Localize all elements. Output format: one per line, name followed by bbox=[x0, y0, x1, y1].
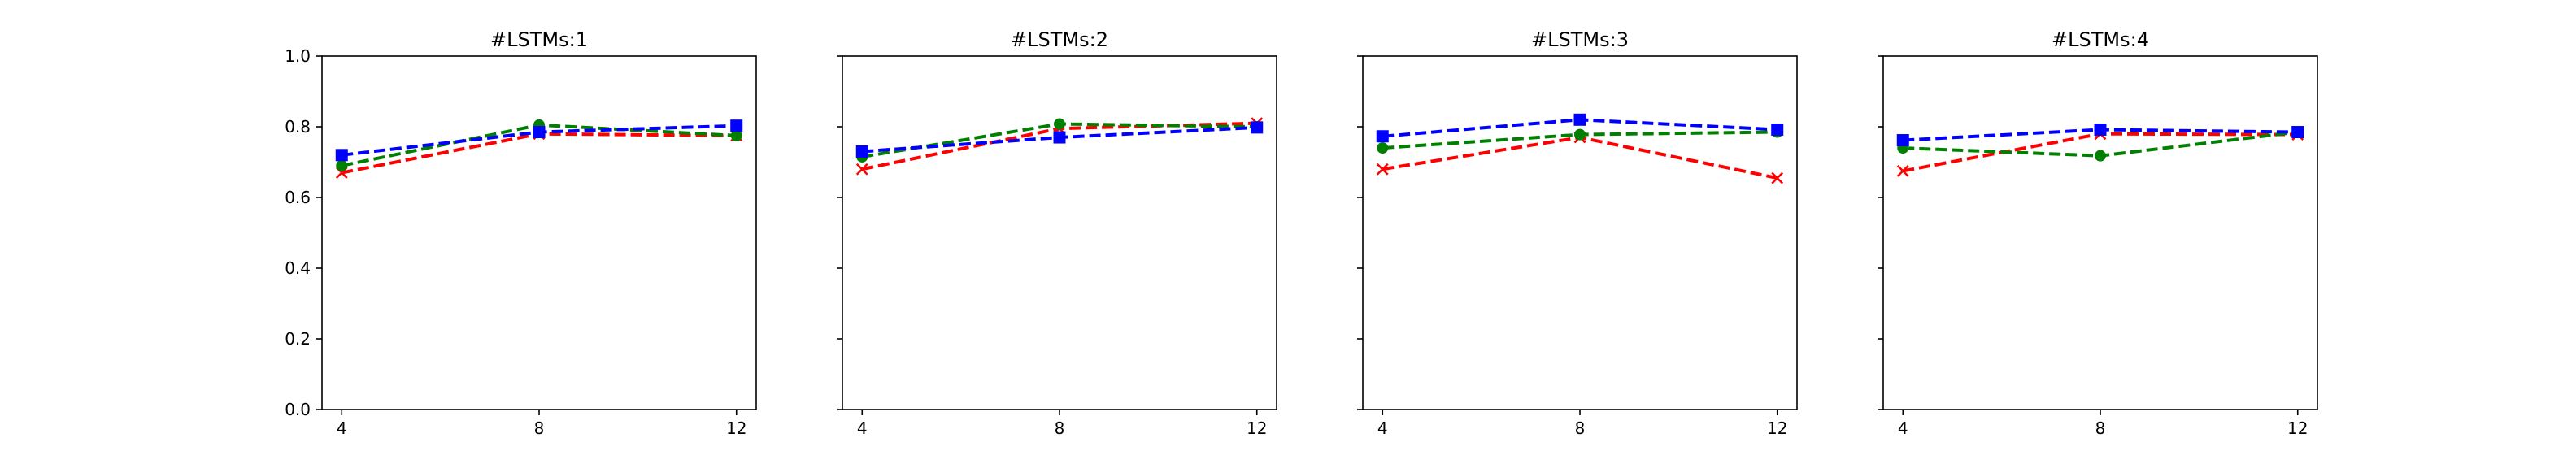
circle-marker bbox=[1574, 128, 1586, 141]
x-tick-label: 12 bbox=[726, 418, 746, 438]
y-tick-label: 1.0 bbox=[285, 46, 311, 66]
x-tick-label: 4 bbox=[1898, 418, 1908, 438]
subplot-title: #LSTMs:1 bbox=[490, 28, 588, 51]
square-marker bbox=[2094, 123, 2107, 136]
subplot-title: #LSTMs:4 bbox=[2052, 28, 2149, 51]
square-marker bbox=[1376, 130, 1389, 143]
series-3 bbox=[335, 119, 743, 162]
square-marker bbox=[730, 119, 743, 132]
x-marker bbox=[1896, 164, 1909, 177]
subplot-4: #LSTMs:4 4 8 12 bbox=[1878, 28, 2318, 438]
x-tick-label: 8 bbox=[1575, 418, 1586, 438]
subplot-title: #LSTMs:2 bbox=[1011, 28, 1108, 51]
series-3 bbox=[855, 121, 1264, 158]
circle-marker bbox=[730, 129, 742, 141]
y-tick-label: 0.0 bbox=[285, 400, 311, 419]
x-marker bbox=[1771, 171, 1784, 184]
x-tick-label: 12 bbox=[1247, 418, 1267, 438]
x-tick-label: 4 bbox=[1377, 418, 1388, 438]
square-marker bbox=[1251, 121, 1264, 134]
circle-marker bbox=[2095, 150, 2106, 162]
y-tick-label: 0.4 bbox=[285, 258, 311, 278]
x-tick-label: 8 bbox=[2095, 418, 2106, 438]
square-marker bbox=[1896, 134, 1909, 147]
x-tick-label: 8 bbox=[1055, 418, 1065, 438]
series-3 bbox=[1376, 113, 1784, 143]
x-marker bbox=[855, 162, 868, 176]
y-tick-label: 0.8 bbox=[285, 117, 311, 136]
subplot-title: #LSTMs:3 bbox=[1531, 28, 1629, 51]
x-tick-label: 4 bbox=[337, 418, 347, 438]
y-tick-label: 0.2 bbox=[285, 329, 311, 349]
square-marker bbox=[335, 149, 348, 162]
y-tick-label: 0.6 bbox=[285, 188, 311, 207]
square-marker bbox=[1573, 113, 1586, 126]
x-tick-label: 8 bbox=[534, 418, 545, 438]
x-marker bbox=[1376, 162, 1389, 176]
subplot-1: #LSTMs:1 4 8 12 0.0 0.2 0.4 0.6 0.8 1.0 bbox=[285, 28, 757, 438]
x-tick-label: 12 bbox=[2287, 418, 2308, 438]
series-3 bbox=[1896, 123, 2304, 147]
circle-marker bbox=[336, 159, 348, 171]
square-marker bbox=[855, 145, 868, 158]
x-tick-label: 12 bbox=[1767, 418, 1787, 438]
square-marker bbox=[1771, 123, 1784, 136]
subplot-2: #LSTMs:2 4 8 12 bbox=[837, 28, 1277, 438]
circle-marker bbox=[1377, 142, 1389, 154]
x-tick-label: 4 bbox=[857, 418, 868, 438]
square-marker bbox=[533, 126, 546, 139]
square-marker bbox=[1053, 131, 1066, 144]
circle-marker bbox=[1054, 118, 1065, 130]
square-marker bbox=[2291, 126, 2304, 139]
subplot-3: #LSTMs:3 4 8 12 bbox=[1357, 28, 1798, 438]
